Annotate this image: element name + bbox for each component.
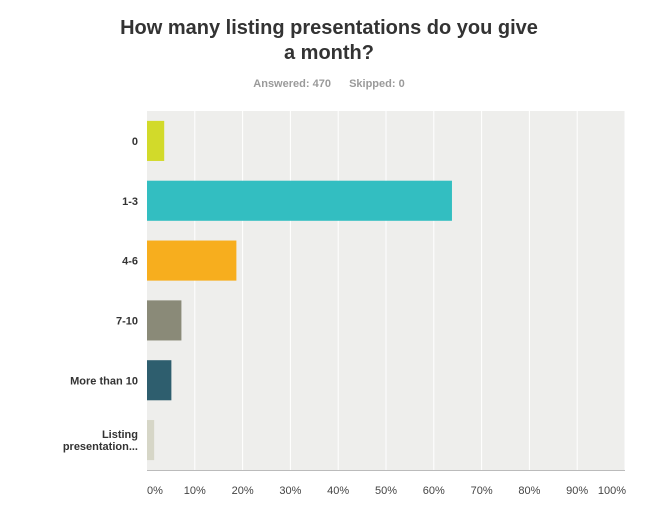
x-tick-label-8: 80% xyxy=(518,485,540,497)
category-label-2: 4-6 xyxy=(122,256,138,268)
bar-2 xyxy=(147,240,237,281)
skipped-label: Skipped: xyxy=(349,78,396,90)
category-label-0: 0 xyxy=(132,136,138,148)
chart-title: How many listing presentations do you gi… xyxy=(0,16,658,66)
x-tick-label-5: 50% xyxy=(375,485,397,497)
x-tick-label-0: 0% xyxy=(147,485,163,497)
x-tick-label-4: 40% xyxy=(327,485,349,497)
x-tick-label-9: 90% xyxy=(566,485,588,497)
category-label-1: 1-3 xyxy=(122,196,138,208)
x-tick-label-10: 100% xyxy=(598,485,626,497)
skipped-count: 0 xyxy=(398,78,405,90)
bar-5 xyxy=(147,420,155,461)
x-tick-label-6: 60% xyxy=(423,485,445,497)
bar-1 xyxy=(147,180,452,221)
response-stats: Answered: 470 Skipped: 0 xyxy=(0,78,658,90)
x-tick-label-1: 10% xyxy=(184,485,206,497)
bar-0 xyxy=(147,120,165,161)
answered-count: 470 xyxy=(312,78,331,90)
answered-label: Answered: xyxy=(253,78,310,90)
bar-3 xyxy=(147,300,182,341)
x-tick-label-2: 20% xyxy=(232,485,254,497)
chart-title-line-1: How many listing presentations do you gi… xyxy=(120,17,538,39)
category-label-5-1: presentation... xyxy=(63,441,138,453)
category-label-3: 7-10 xyxy=(116,315,138,327)
category-label-5-0: Listing xyxy=(102,429,138,441)
bar-4 xyxy=(147,360,172,401)
x-tick-label-3: 30% xyxy=(279,485,301,497)
chart-title-line-2: a month? xyxy=(284,42,374,64)
x-tick-label-7: 70% xyxy=(471,485,493,497)
category-label-4: More than 10 xyxy=(70,375,138,387)
